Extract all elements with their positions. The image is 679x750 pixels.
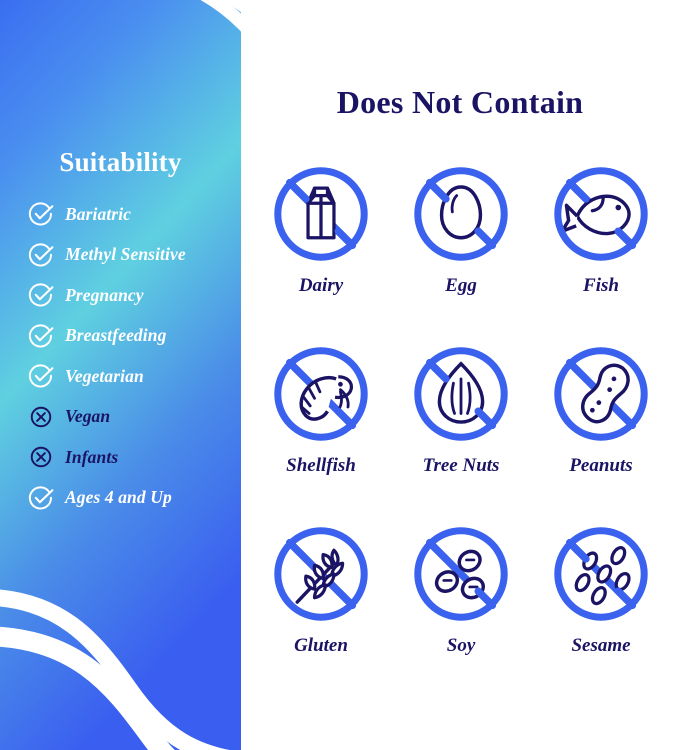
allergen-label: Dairy — [298, 275, 344, 296]
suitability-item: Bariatric — [28, 194, 241, 235]
suitability-item-label: Vegetarian — [65, 365, 144, 386]
does-not-contain-panel: Does Not Contain Dairy — [241, 0, 679, 750]
allergen-cell: Peanuts — [531, 340, 671, 520]
check-circle-icon — [28, 202, 54, 226]
suitability-item: Breastfeeding — [28, 316, 241, 357]
check-circle-icon — [28, 364, 54, 388]
x-circle-icon — [30, 447, 52, 468]
no-gluten-icon — [274, 527, 368, 621]
panel-background-decoration — [0, 0, 241, 750]
suitability-item: Methyl Sensitive — [28, 235, 241, 276]
suitability-item-label: Infants — [65, 446, 119, 467]
allergen-label: Fish — [583, 275, 619, 296]
allergen-cell: Shellfish — [251, 340, 391, 520]
no-shellfish-icon — [274, 347, 368, 441]
suitability-item: Pregnancy — [28, 275, 241, 316]
suitability-item-label: Ages 4 and Up — [65, 487, 172, 508]
check-circle-icon — [28, 283, 54, 307]
x-circle-icon — [30, 406, 52, 427]
allergen-label: Sesame — [571, 635, 631, 656]
no-sesame-icon — [554, 527, 648, 621]
suitability-item-label: Vegan — [65, 406, 111, 427]
does-not-contain-title: Does Not Contain — [336, 84, 584, 120]
allergen-label: Egg — [445, 275, 477, 296]
suitability-list: Bariatric Methyl Sensitive Pregnancy Bre… — [28, 194, 241, 518]
allergen-cell: Sesame — [531, 520, 671, 700]
allergen-cell: Dairy — [251, 160, 391, 340]
allergen-cell: Soy — [391, 520, 531, 700]
suitability-item: Vegan — [28, 397, 241, 438]
allergen-cell: Gluten — [251, 520, 391, 700]
suitability-item-label: Breastfeeding — [65, 325, 167, 346]
check-circle-icon — [28, 324, 54, 348]
allergen-label: Gluten — [294, 635, 348, 656]
suitability-item: Infants — [28, 437, 241, 478]
suitability-item-label: Pregnancy — [65, 284, 144, 305]
suitability-panel: Suitability Bariatric Methyl Sensitive P… — [0, 0, 241, 750]
no-peanuts-icon — [554, 347, 648, 441]
allergen-cell: Egg — [391, 160, 531, 340]
allergen-cell: Tree Nuts — [391, 340, 531, 520]
allergen-cell: Fish — [531, 160, 671, 340]
no-tree-nuts-icon — [414, 347, 508, 441]
check-circle-icon — [28, 486, 54, 510]
check-circle-icon — [28, 243, 54, 267]
no-egg-icon — [414, 167, 508, 261]
suitability-item: Ages 4 and Up — [28, 478, 241, 519]
suitability-item: Vegetarian — [28, 356, 241, 397]
allergen-label: Tree Nuts — [422, 455, 500, 476]
suitability-item-label: Methyl Sensitive — [65, 244, 186, 265]
allergen-label: Shellfish — [286, 455, 356, 476]
allergen-label: Peanuts — [569, 455, 633, 476]
no-dairy-icon — [274, 167, 368, 261]
suitability-item-label: Bariatric — [65, 203, 132, 224]
allergen-grid: Dairy Egg — [251, 160, 671, 700]
page-title: Suitability — [59, 147, 182, 177]
no-soy-icon — [414, 527, 508, 621]
no-fish-icon — [554, 167, 648, 261]
allergen-label: Soy — [446, 635, 476, 656]
